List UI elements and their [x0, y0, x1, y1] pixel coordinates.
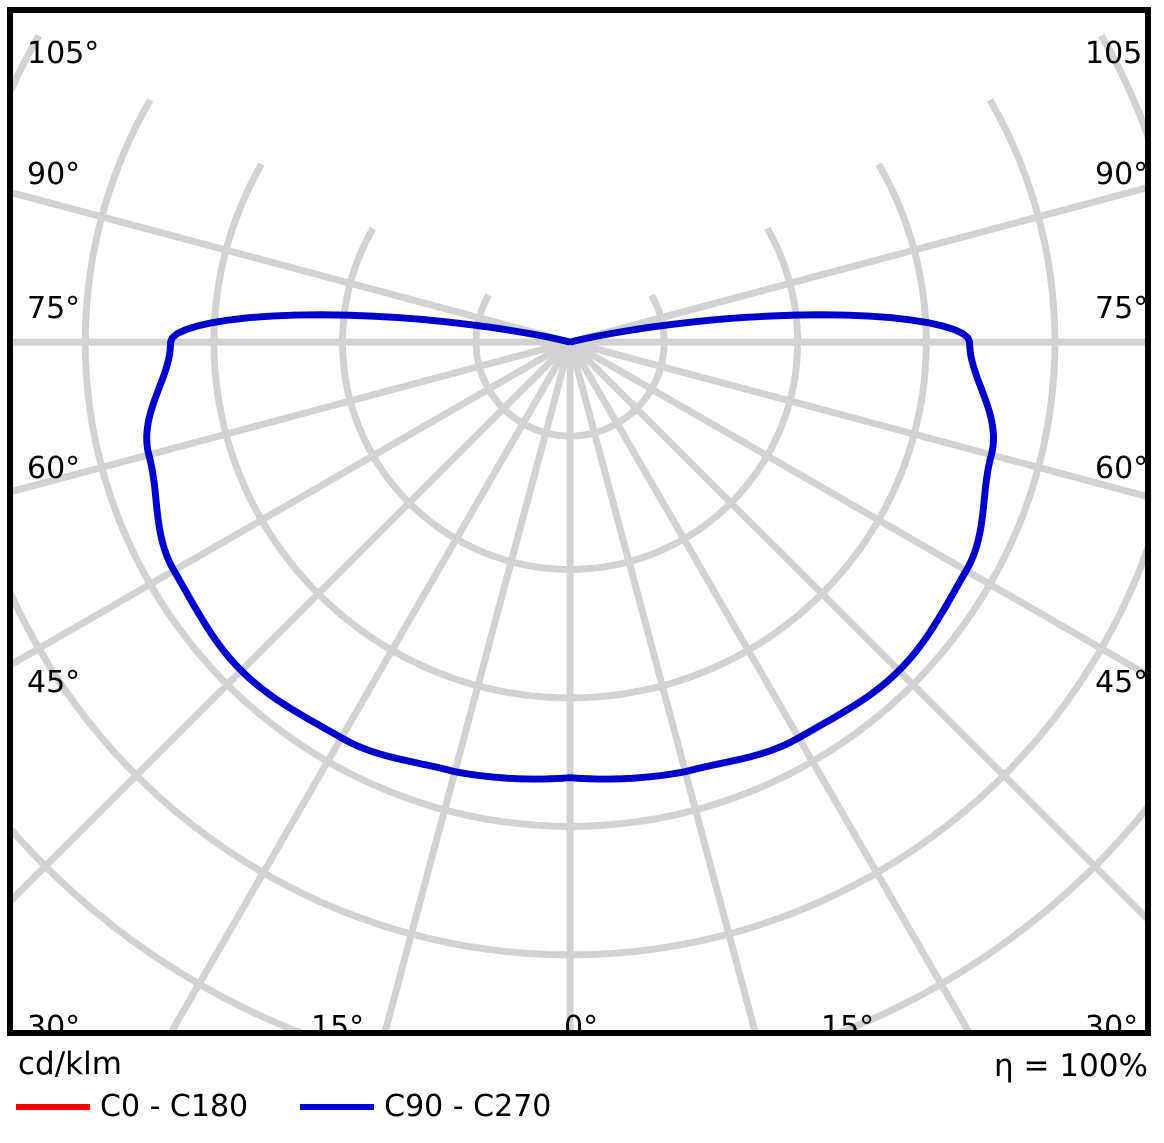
legend-label-c0-c180: C0 - C180: [100, 1089, 249, 1124]
legend-swatch-blue: [300, 1104, 375, 1110]
legend-item-c90-c270[interactable]: C90 - C270: [300, 1092, 551, 1122]
polar-diagram-frame: 105° 90° 75° 60° 45° 30° 105° 90° 75° 60° 45° 30° …: [7, 7, 1151, 1036]
polar-grid-arcs: [13, 34, 1145, 1030]
gamma-label-left-1: 90°: [27, 157, 81, 192]
gamma-label-left-5: 30°: [27, 1010, 81, 1036]
legend-swatch-red: [16, 1104, 90, 1110]
grid-spoke-45: [567, 339, 1145, 922]
polar-grid-spokes: [13, 184, 1145, 1030]
gamma-label-right-1: 90°: [1095, 157, 1149, 192]
gamma-label-bottom-1: 0°: [564, 1010, 599, 1036]
gamma-label-right-2: 75°: [1095, 291, 1149, 326]
grid-ring-5: [13, 805, 1145, 1030]
legend-entries: C0 - C180 C90 - C270: [16, 1092, 551, 1122]
grid-spoke--30: [168, 340, 574, 1030]
grid-spoke--105: [13, 189, 571, 346]
grid-spoke--75: [13, 338, 571, 495]
legend-label-c90-c270: C90 - C270: [384, 1089, 552, 1124]
curve-c90-c270: [143, 311, 997, 783]
grid-spoke-60: [568, 339, 1145, 678]
legend-item-c0-c180[interactable]: C0 - C180: [16, 1092, 248, 1122]
gamma-label-right-4: 45°: [1095, 665, 1149, 700]
grid-spoke-105: [569, 184, 1145, 346]
gamma-label-right-0: 105°: [1085, 36, 1151, 71]
grid-spoke-30: [567, 340, 972, 1030]
gamma-label-bottom-2: 15°: [821, 1010, 875, 1036]
grid-spoke-75: [569, 338, 1145, 500]
efficiency-label: η = 100%: [994, 1048, 1148, 1084]
legend-area: cd/klm η = 100% C0 - C180 C90 - C270: [0, 1040, 1164, 1143]
polar-plot-svg: [13, 34, 1145, 1030]
grid-spoke-15: [566, 341, 759, 1030]
gamma-label-left-0: 105°: [27, 36, 100, 71]
gamma-label-right-3: 60°: [1095, 451, 1149, 486]
gamma-label-right-5: 30°: [1085, 1010, 1139, 1036]
grid-spoke--15: [382, 341, 574, 1030]
gamma-label-left-3: 60°: [27, 451, 81, 486]
gamma-label-left-4: 45°: [27, 665, 81, 700]
grid-ring-4: [13, 34, 1145, 959]
gamma-label-bottom-0: 15°: [311, 1010, 365, 1036]
gamma-label-left-2: 75°: [27, 291, 81, 326]
grid-spoke--60: [13, 339, 572, 668]
grid-spoke--45: [13, 339, 573, 904]
unit-label: cd/klm: [18, 1046, 122, 1082]
